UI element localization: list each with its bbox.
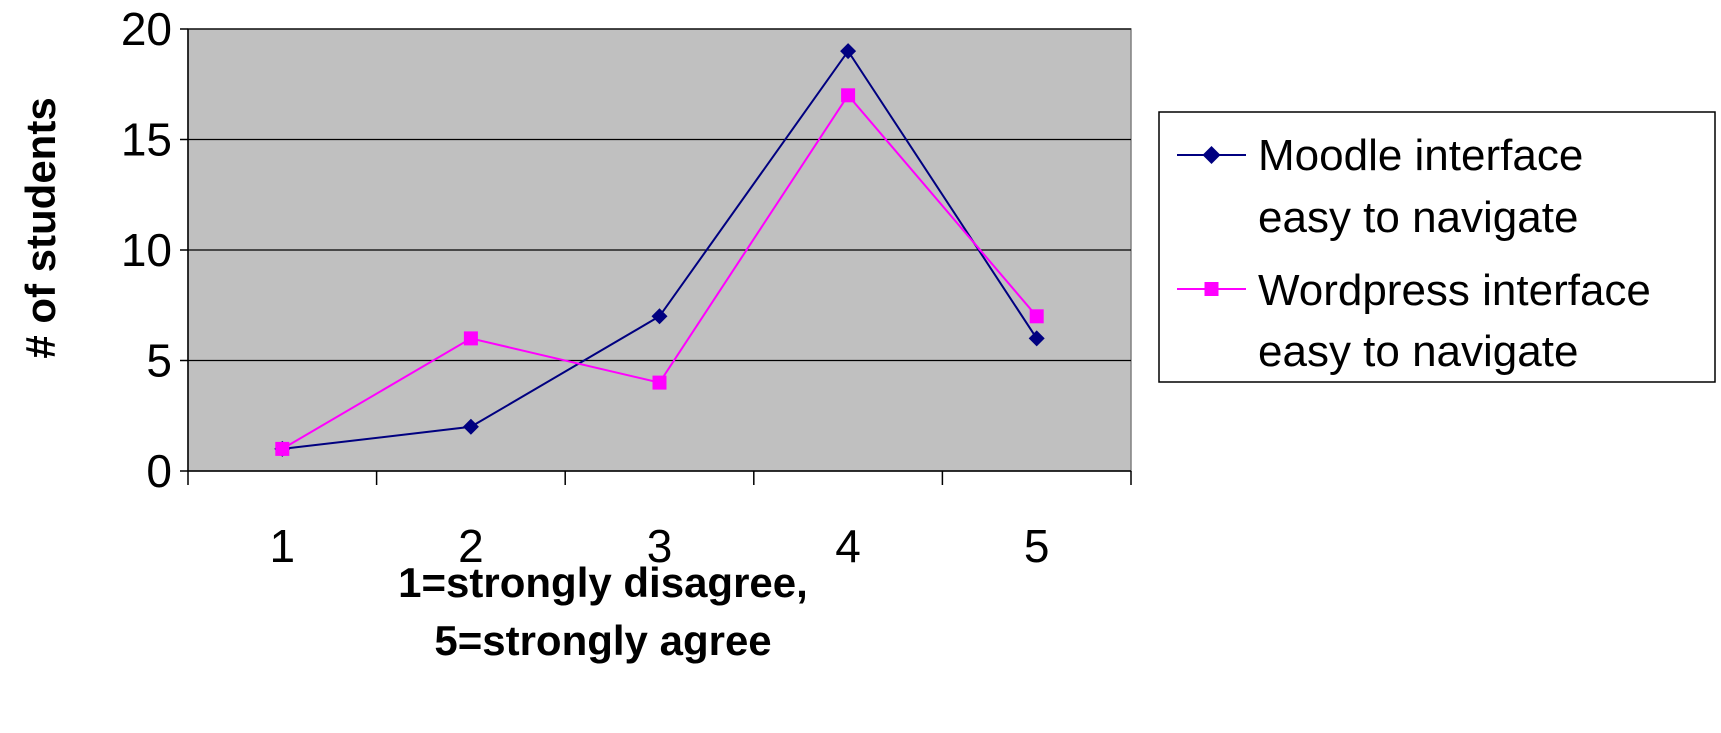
- y-axis-title: # of students: [17, 97, 64, 358]
- legend-moodle-label-line-2: easy to navigate: [1258, 193, 1578, 242]
- series-0-point-3: [651, 308, 668, 325]
- series-1-point-4: [841, 88, 856, 103]
- y-tick-label-5: 5: [146, 335, 172, 387]
- x-axis-title-line-2: 5=strongly agree: [434, 617, 771, 664]
- legend-item-moodle: Moodle interface easy to navigate: [1177, 131, 1583, 242]
- x-tick-label-3: 3: [647, 520, 673, 572]
- x-axis-title-line-1: 1=strongly disagree,: [398, 559, 808, 606]
- legend-wordpress-square-marker: [1204, 282, 1219, 296]
- series-0-point-5: [1028, 330, 1045, 347]
- x-tick-label-2: 2: [458, 520, 484, 572]
- y-tick-label-10: 10: [121, 224, 172, 276]
- y-tick-label-20: 20: [121, 3, 172, 55]
- plot-area: [187, 28, 1132, 472]
- series-1-point-5: [1029, 309, 1044, 324]
- series-1-point-3: [652, 375, 667, 390]
- legend: Moodle interface easy to navigate Wordpr…: [1158, 111, 1716, 383]
- legend-wordpress-label-line-1: Wordpress interface: [1258, 266, 1651, 315]
- axes: 0 5 10 15 20 1 2 3 4 5: [121, 3, 1132, 572]
- series-1-point-1: [275, 441, 290, 456]
- legend-item-wordpress: Wordpress interface easy to navigate: [1177, 266, 1651, 376]
- legend-box: [1158, 111, 1716, 383]
- x-tick-label-4: 4: [835, 520, 861, 572]
- legend-wordpress-label-line-2: easy to navigate: [1258, 327, 1578, 376]
- x-tick-label-1: 1: [270, 520, 296, 572]
- legend-moodle-label-line-1: Moodle interface: [1258, 131, 1583, 180]
- legend-moodle-diamond-marker: [1202, 146, 1221, 164]
- x-tick-label-5: 5: [1024, 520, 1050, 572]
- series-group: [274, 43, 1045, 457]
- y-tick-label-15: 15: [121, 114, 172, 166]
- series-0-point-2: [462, 418, 479, 435]
- series-1-point-2: [463, 331, 478, 346]
- y-tick-label-0: 0: [146, 445, 172, 497]
- series-0-point-4: [840, 43, 857, 60]
